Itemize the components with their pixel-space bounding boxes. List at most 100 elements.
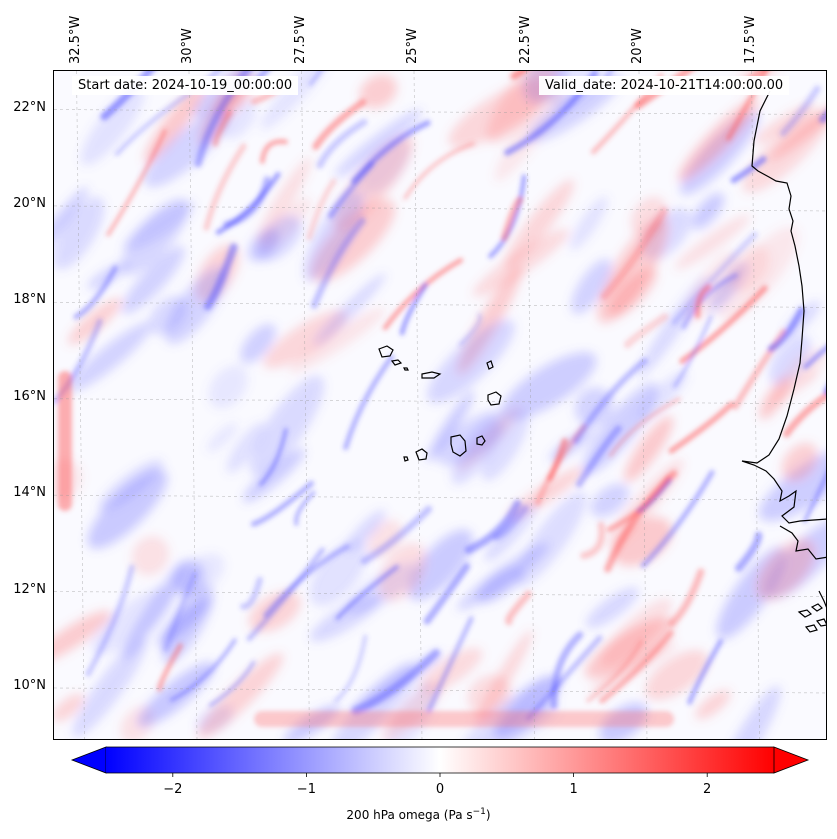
ascent-region xyxy=(695,690,731,720)
longitude-label: 22.5°W xyxy=(517,15,533,64)
ascent-region xyxy=(54,693,85,722)
latitude-label: 20°N xyxy=(13,195,46,211)
descent-streak xyxy=(333,634,368,703)
island-fogo xyxy=(415,448,428,461)
meridian-line xyxy=(76,71,85,739)
descent-region xyxy=(208,365,248,409)
valid-date-label: Valid_date: 2024-10-21T14:00:00.00 xyxy=(539,76,790,95)
descent-streak xyxy=(203,243,238,311)
descent-streak xyxy=(637,478,672,513)
descent-streak xyxy=(316,118,368,169)
descent-region xyxy=(571,258,612,315)
ascent-streak xyxy=(203,143,247,231)
island-boa-vista xyxy=(487,391,502,406)
graticule xyxy=(54,71,826,739)
ascent-region xyxy=(359,74,397,109)
island-sal xyxy=(486,360,494,370)
descent-streak xyxy=(208,660,256,707)
ascent-region xyxy=(584,618,674,679)
ascent-streak xyxy=(580,521,606,560)
colorbar xyxy=(70,746,810,777)
descent-streak xyxy=(803,345,826,370)
descent-region xyxy=(515,491,587,587)
ascent-region xyxy=(131,536,169,576)
island-santiago xyxy=(450,434,467,457)
latitude-label: 14°N xyxy=(13,485,46,501)
ascent-streak xyxy=(782,391,826,438)
longitude-label: 20°W xyxy=(630,28,645,64)
descent-streak xyxy=(575,425,622,488)
descent-region xyxy=(769,334,811,386)
descent-streak xyxy=(73,265,118,320)
descent-streak xyxy=(681,272,739,330)
descent-streak xyxy=(399,282,428,336)
descent-streak xyxy=(572,357,648,445)
descent-region xyxy=(309,539,368,607)
guinea-coast xyxy=(818,590,826,608)
ascent-streak xyxy=(382,257,464,331)
descent-region xyxy=(80,86,145,166)
descent-region xyxy=(256,215,302,261)
ascent-region xyxy=(781,442,818,482)
descent-streak xyxy=(360,505,433,565)
descent-streak xyxy=(730,156,767,184)
descent-streak xyxy=(687,638,724,705)
latitude-label: 10°N xyxy=(13,677,46,693)
descent-region xyxy=(481,410,529,481)
descent-region xyxy=(407,529,473,601)
meridian-line xyxy=(188,71,198,739)
descent-region xyxy=(54,186,88,272)
ascent-streak xyxy=(259,139,288,164)
ascent-streak xyxy=(623,313,669,349)
longitude-label: 27.5°W xyxy=(292,15,308,64)
latitude-label: 18°N xyxy=(13,292,46,308)
descent-streak xyxy=(169,638,237,702)
colorbar-tick-label: −2 xyxy=(163,782,183,797)
ascent-region xyxy=(624,416,674,482)
longitude-label: 32.5°W xyxy=(67,15,83,64)
descent-streak xyxy=(493,504,529,541)
cape-verde-islands xyxy=(378,345,502,462)
ascent-streak xyxy=(599,630,674,704)
meridian-line xyxy=(301,71,310,739)
descent-region xyxy=(426,390,474,462)
descent-region xyxy=(427,319,515,403)
descent-streak xyxy=(246,547,325,642)
colorbar-extend-min xyxy=(70,746,107,774)
descent-region xyxy=(226,422,265,474)
ascent-streak xyxy=(157,643,183,692)
descent-region xyxy=(165,266,228,344)
meridian-line xyxy=(638,71,648,739)
descent-streak xyxy=(308,71,323,86)
island-sao-nicolau xyxy=(421,371,442,379)
descent-region xyxy=(68,322,152,392)
descent-streak xyxy=(525,635,603,721)
descent-region xyxy=(87,469,168,549)
descent-region xyxy=(477,566,524,603)
southern-edge-ascent xyxy=(254,711,674,727)
colorbar-tick-label: 1 xyxy=(569,782,578,797)
ascent-streak xyxy=(679,285,768,364)
ascent-region xyxy=(756,538,816,601)
descent-streak xyxy=(327,161,375,219)
ascent-region xyxy=(768,88,826,161)
descent-region xyxy=(451,417,501,485)
ascent-region xyxy=(378,543,427,602)
island-santa-luzia xyxy=(403,367,409,371)
descent-region xyxy=(345,509,386,552)
descent-streak xyxy=(258,428,288,487)
descent-streak xyxy=(162,571,198,653)
descent-region xyxy=(484,503,537,562)
ascent-streak xyxy=(500,196,524,242)
descent-region xyxy=(206,422,238,453)
descent-streak xyxy=(734,531,763,572)
meridian-line xyxy=(751,71,760,739)
descent-streak xyxy=(223,176,271,228)
ascent-streak xyxy=(510,71,528,80)
colorbar-extend-max xyxy=(773,746,810,774)
latitude-label: 16°N xyxy=(13,388,46,404)
descent-streak xyxy=(673,315,713,388)
descent-region xyxy=(123,201,195,251)
descent-streak xyxy=(250,480,314,527)
